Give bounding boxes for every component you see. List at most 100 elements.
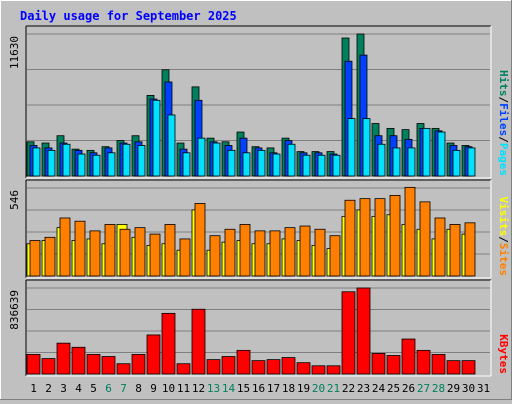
x-tick-label-day-20: 20 — [312, 382, 325, 395]
bar-pages-day-18 — [287, 143, 296, 177]
bar-sites-day-15 — [239, 224, 251, 277]
bar-kbytes-day-26 — [401, 338, 416, 375]
y-axis-max-label: 11630 — [8, 36, 21, 69]
bar-kbytes-day-16 — [251, 360, 266, 375]
bar-pages-day-19 — [302, 154, 311, 177]
bar-kbytes-day-17 — [266, 359, 281, 375]
bar-kbytes-day-7 — [116, 363, 131, 375]
bar-sites-day-11 — [179, 238, 191, 277]
bar-kbytes-day-25 — [386, 355, 401, 375]
x-tick-label-day-22: 22 — [342, 382, 355, 395]
bar-kbytes-day-10 — [161, 312, 176, 375]
legend-item-visits: Visits — [497, 197, 510, 237]
bar-pages-day-9 — [152, 99, 161, 177]
bar-kbytes-day-21 — [326, 365, 341, 375]
bar-kbytes-day-24 — [371, 353, 386, 375]
legend: Hits/Files/Pages — [497, 70, 510, 176]
legend-item-files: Files — [497, 103, 510, 136]
bar-pages-day-29 — [452, 149, 461, 177]
bar-kbytes-day-27 — [416, 349, 431, 375]
x-tick-label-day-1: 1 — [30, 382, 37, 395]
x-tick-label-day-2: 2 — [45, 382, 52, 395]
bar-sites-day-8 — [134, 227, 146, 277]
x-tick-label-day-12: 12 — [192, 382, 205, 395]
x-tick-label-day-17: 17 — [267, 382, 280, 395]
sites-visits-panel: 546 Visits/Sites — [8, 179, 510, 279]
bar-sites-day-12 — [194, 203, 206, 277]
bar-sites-day-18 — [284, 227, 296, 277]
bar-kbytes-day-4 — [71, 346, 86, 375]
kbytes-panel: 836639 KBytes — [8, 279, 510, 377]
bar-sites-day-17 — [269, 230, 281, 277]
x-tick-label-day-16: 16 — [252, 382, 265, 395]
legend-item-hits: Hits — [497, 70, 510, 97]
bar-kbytes-day-23 — [356, 287, 371, 375]
bar-sites-day-7 — [119, 228, 131, 277]
bar-pages-day-27 — [422, 127, 431, 177]
bar-pages-day-16 — [257, 149, 266, 177]
chart-title: Daily usage for September 2025 — [20, 9, 237, 23]
bar-sites-day-3 — [59, 217, 71, 277]
bar-pages-day-22 — [347, 118, 356, 177]
x-tick-label-day-3: 3 — [60, 382, 67, 395]
x-tick-label-day-29: 29 — [447, 382, 460, 395]
x-tick-label-day-23: 23 — [357, 382, 370, 395]
bar-kbytes-day-30 — [461, 360, 476, 375]
bar-pages-day-21 — [332, 154, 341, 177]
bar-kbytes-day-8 — [131, 354, 146, 375]
bar-pages-day-7 — [122, 143, 131, 177]
bar-sites-day-24 — [374, 198, 386, 277]
bar-pages-day-30 — [467, 147, 476, 177]
bar-kbytes-day-18 — [281, 357, 296, 375]
bar-kbytes-day-11 — [176, 363, 191, 375]
bar-kbytes-day-28 — [431, 354, 446, 375]
bar-kbytes-day-3 — [56, 342, 71, 375]
bar-sites-day-23 — [359, 198, 371, 277]
bar-sites-day-25 — [389, 195, 401, 277]
legend-item--: / — [497, 136, 510, 143]
bar-pages-day-8 — [137, 145, 146, 177]
bar-pages-day-20 — [317, 154, 326, 177]
bar-sites-day-5 — [89, 230, 101, 277]
x-tick-label-day-7: 7 — [120, 382, 127, 395]
bar-pages-day-24 — [377, 143, 386, 177]
bar-sites-day-22 — [344, 199, 356, 277]
bar-kbytes-day-15 — [236, 349, 251, 375]
legend: KBytes — [497, 334, 510, 374]
legend-item-pages: Pages — [497, 143, 510, 176]
bar-pages-day-12 — [197, 137, 206, 177]
legend-item--: / — [497, 236, 510, 243]
bar-sites-day-14 — [224, 228, 236, 277]
bar-sites-day-13 — [209, 235, 221, 277]
bar-kbytes-day-14 — [221, 356, 236, 375]
y-axis-max-label: 546 — [8, 190, 21, 210]
bar-sites-day-16 — [254, 230, 266, 277]
bar-sites-day-9 — [149, 233, 161, 277]
bar-sites-day-4 — [74, 220, 86, 277]
legend: Visits/Sites — [497, 197, 510, 277]
bar-sites-day-30 — [464, 222, 476, 277]
x-tick-label-day-11: 11 — [177, 382, 190, 395]
bar-pages-day-6 — [107, 152, 116, 177]
x-tick-label-day-27: 27 — [417, 382, 430, 395]
bar-pages-day-14 — [227, 149, 236, 177]
bar-pages-day-2 — [47, 149, 56, 177]
bar-sites-day-21 — [329, 235, 341, 277]
bar-kbytes-day-1 — [26, 354, 41, 375]
legend-item--: / — [497, 97, 510, 104]
bar-sites-day-10 — [164, 224, 176, 277]
bar-kbytes-day-5 — [86, 354, 101, 375]
legend-item-sites: Sites — [497, 243, 510, 276]
x-tick-label-day-14: 14 — [222, 382, 236, 395]
bar-kbytes-day-22 — [341, 291, 356, 375]
bar-pages-day-13 — [212, 142, 221, 177]
y-axis-max-label: 836639 — [8, 290, 21, 330]
day-axis: 1 2 3 4 5 6 7 8 9 10 11 12 13 14 15 16 17 18 19 20 21 22 23 24 2… — [30, 382, 490, 395]
x-tick-label-day-21: 21 — [327, 382, 340, 395]
legend-item-kbytes: KBytes — [497, 334, 510, 374]
x-tick-label-day-25: 25 — [387, 382, 400, 395]
bar-kbytes-day-2 — [41, 358, 56, 375]
bar-sites-day-6 — [104, 224, 116, 277]
